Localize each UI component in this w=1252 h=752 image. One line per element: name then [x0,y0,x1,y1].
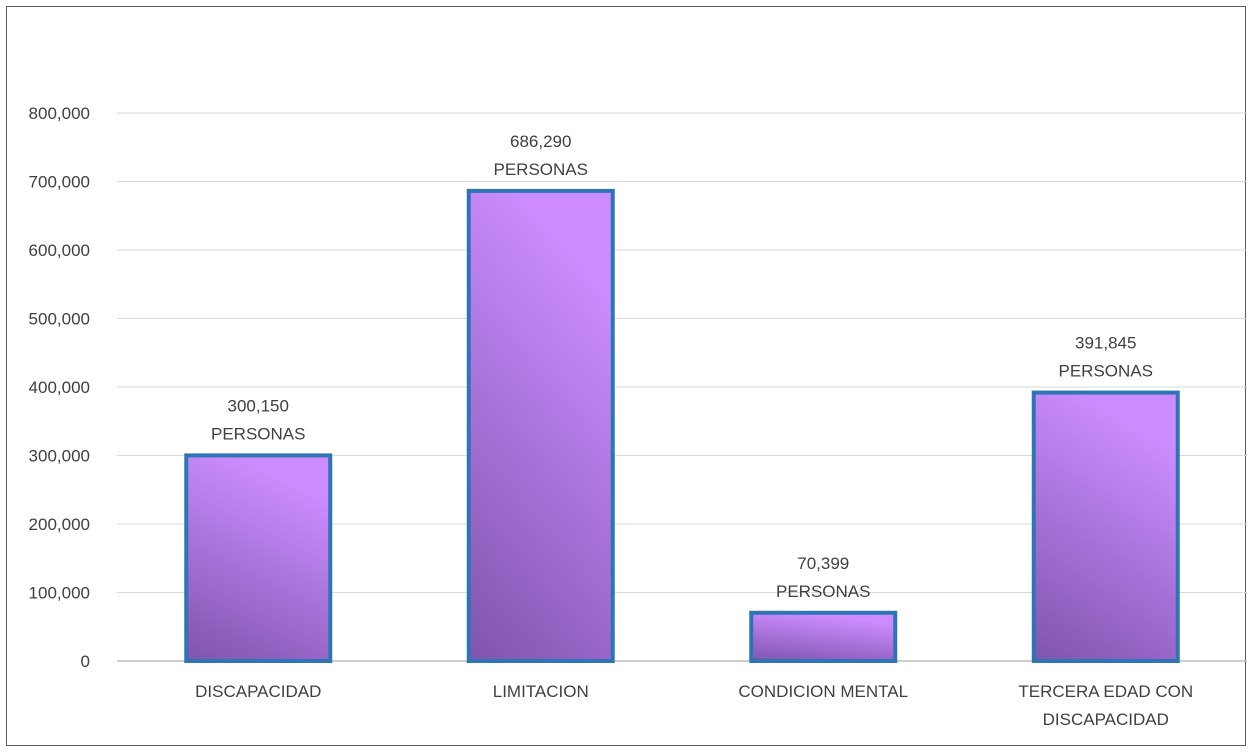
data-label-value: 70,399 [797,554,849,573]
y-tick-label: 400,000 [29,378,90,397]
category-label-line: CONDICION MENTAL [738,682,908,701]
category-label: CONDICION MENTAL [738,682,908,701]
data-labels: 300,150 PERSONAS 686,290 PERSONAS 70,399 PERS… [211,132,1153,601]
data-label-value: 686,290 [510,132,571,151]
y-tick-label: 100,000 [29,584,90,603]
data-label-value: 300,150 [228,396,289,415]
y-tick-label: 500,000 [29,310,90,329]
bar [1031,390,1180,663]
category-label: DISCAPACIDAD [195,682,321,701]
bars [184,188,1180,663]
data-label: 300,150 PERSONAS [211,396,305,443]
y-axis-tick-labels: 0 100,000 200,000 300,000 400,000 500,000 600,… [29,104,90,671]
y-tick-label: 800,000 [29,104,90,123]
bar [749,610,898,663]
category-label: LIMITACION [493,682,589,701]
y-tick-label: 600,000 [29,241,90,260]
data-label-unit: PERSONAS [211,424,305,443]
data-label-value: 391,845 [1075,334,1136,353]
category-label-line: DISCAPACIDAD [1043,710,1169,729]
bar-chart: 0 100,000 200,000 300,000 400,000 500,000 600,… [29,104,1247,729]
category-label-line: DISCAPACIDAD [195,682,321,701]
data-label: 391,845 PERSONAS [1059,334,1153,381]
y-tick-label: 200,000 [29,515,90,534]
data-label: 686,290 PERSONAS [494,132,588,179]
data-label-unit: PERSONAS [776,582,870,601]
bar [466,188,615,663]
data-label-unit: PERSONAS [1059,362,1153,381]
y-tick-label: 300,000 [29,447,90,466]
bar [184,453,333,663]
x-axis-category-labels: DISCAPACIDAD LIMITACION CONDICION MENTAL TE… [195,682,1193,729]
chart-frame: 0 100,000 200,000 300,000 400,000 500,000 600,… [6,6,1247,746]
data-label-unit: PERSONAS [494,160,588,179]
data-label: 70,399 PERSONAS [776,554,870,601]
category-label: TERCERA EDAD CON DISCAPACIDAD [1018,682,1193,729]
y-tick-label: 0 [81,652,90,671]
category-label-line: TERCERA EDAD CON [1018,682,1193,701]
y-tick-label: 700,000 [29,173,90,192]
category-label-line: LIMITACION [493,682,589,701]
